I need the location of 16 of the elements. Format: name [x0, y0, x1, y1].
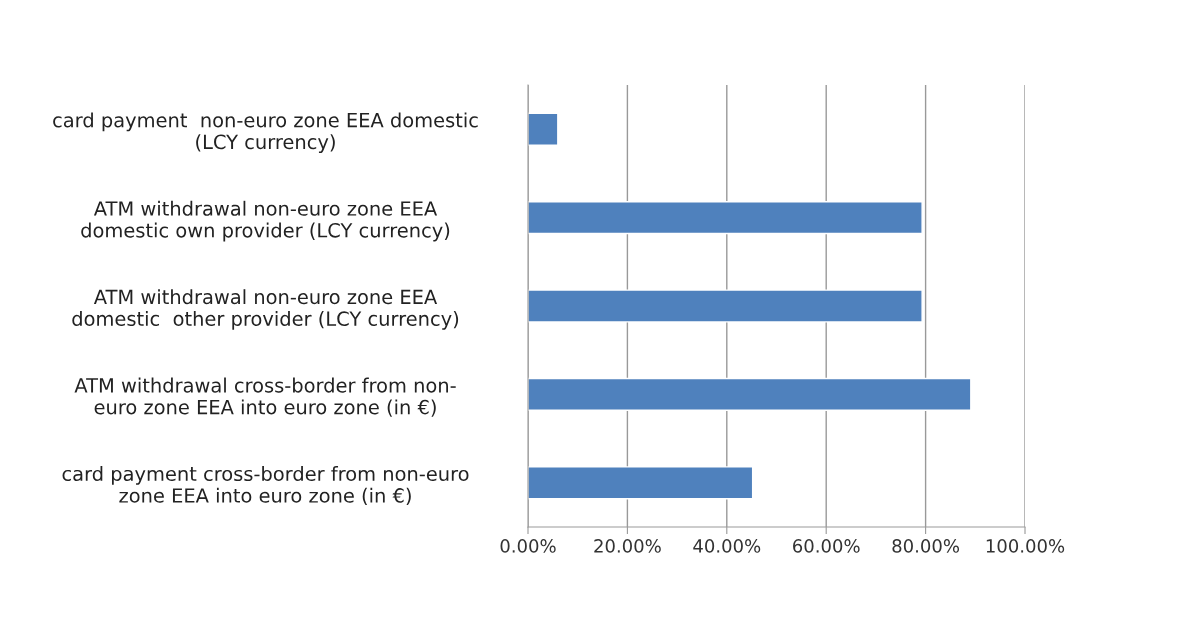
y-tick-label: ATM withdrawal non-euro zone EEA domestic own provider (LCY currency): [81, 200, 450, 242]
bar: [528, 112, 559, 146]
bar: [528, 289, 923, 323]
x-tick-label: 0.00%: [500, 539, 556, 553]
y-tick-label: card payment cross-border from non-euro zone EEA into euro zone (in €): [62, 466, 469, 506]
x-tick-label: 60.00%: [793, 539, 860, 553]
bar: [528, 466, 754, 500]
x-tick-label: 100.00%: [986, 539, 1065, 553]
bar: [528, 377, 972, 412]
bar: [528, 200, 923, 235]
y-tick-label: ATM withdrawal non-euro zone EEA domestic other provider (LCY currency): [72, 289, 459, 330]
y-tick-label: ATM withdrawal cross-border from non- euro zone EEA into euro zone (in €): [74, 377, 456, 417]
y-tick-label: card payment non-euro zone EEA domestic (LCY currency): [53, 112, 478, 153]
x-tick-label: 40.00%: [693, 539, 761, 553]
x-tick-label: 80.00%: [892, 539, 960, 553]
x-tick-label: 20.00%: [594, 539, 661, 553]
